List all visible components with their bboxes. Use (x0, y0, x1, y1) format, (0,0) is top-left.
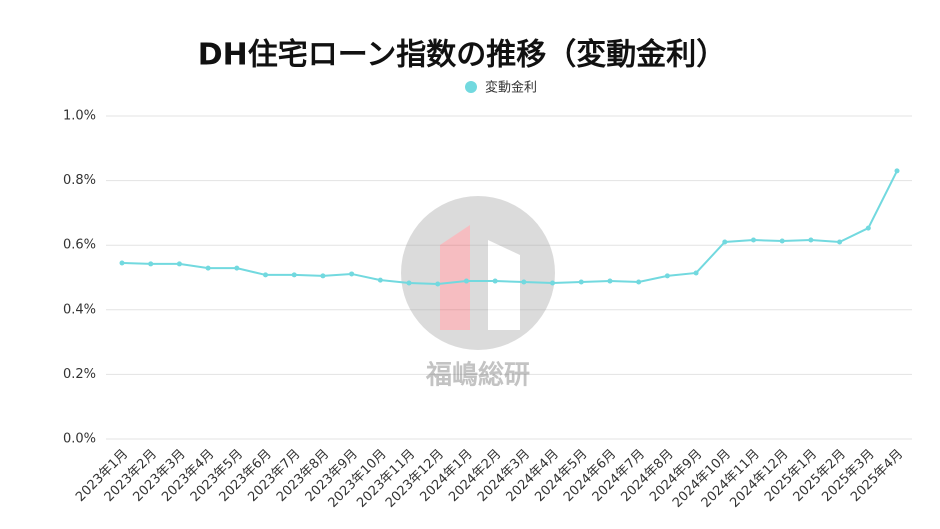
data-point (578, 279, 584, 285)
data-point (406, 280, 412, 286)
watermark-text: 福嶋総研 (425, 360, 530, 391)
data-point (722, 239, 728, 245)
y-tick-label: 0.2% (63, 367, 96, 382)
data-point (779, 238, 785, 244)
data-point (435, 281, 441, 287)
y-tick-label: 0.0% (63, 432, 96, 447)
watermark: 福嶋総研 (401, 196, 555, 391)
data-point (894, 168, 900, 174)
data-point (808, 237, 814, 243)
legend-label: 変動金利 (485, 80, 537, 96)
y-tick-label: 0.8% (63, 173, 96, 188)
data-point (463, 278, 469, 284)
data-point (119, 260, 125, 266)
data-point (664, 273, 670, 279)
data-point (636, 279, 642, 285)
watermark-shape (440, 225, 470, 330)
data-point (550, 280, 556, 286)
data-point (521, 279, 527, 285)
data-point (607, 278, 613, 284)
data-point (176, 261, 182, 267)
data-point (263, 272, 269, 278)
data-point (693, 270, 699, 276)
data-point (349, 271, 355, 277)
data-point (205, 265, 211, 271)
y-tick-label: 0.4% (63, 302, 96, 317)
data-point (837, 239, 843, 245)
chart-title: DH住宅ローン指数の推移（変動金利） (198, 38, 727, 73)
data-point (865, 225, 871, 231)
data-point (492, 278, 498, 284)
y-tick-label: 0.6% (63, 238, 96, 253)
data-point (291, 272, 297, 278)
data-point (377, 277, 383, 283)
data-point (750, 237, 756, 243)
legend-marker (465, 81, 477, 93)
data-line (121, 170, 898, 285)
y-tick-label: 1.0% (63, 109, 96, 124)
data-point (320, 273, 326, 279)
data-point (148, 261, 154, 267)
watermark-shape (488, 240, 520, 330)
data-point (234, 265, 240, 271)
watermark-logo (401, 196, 555, 350)
